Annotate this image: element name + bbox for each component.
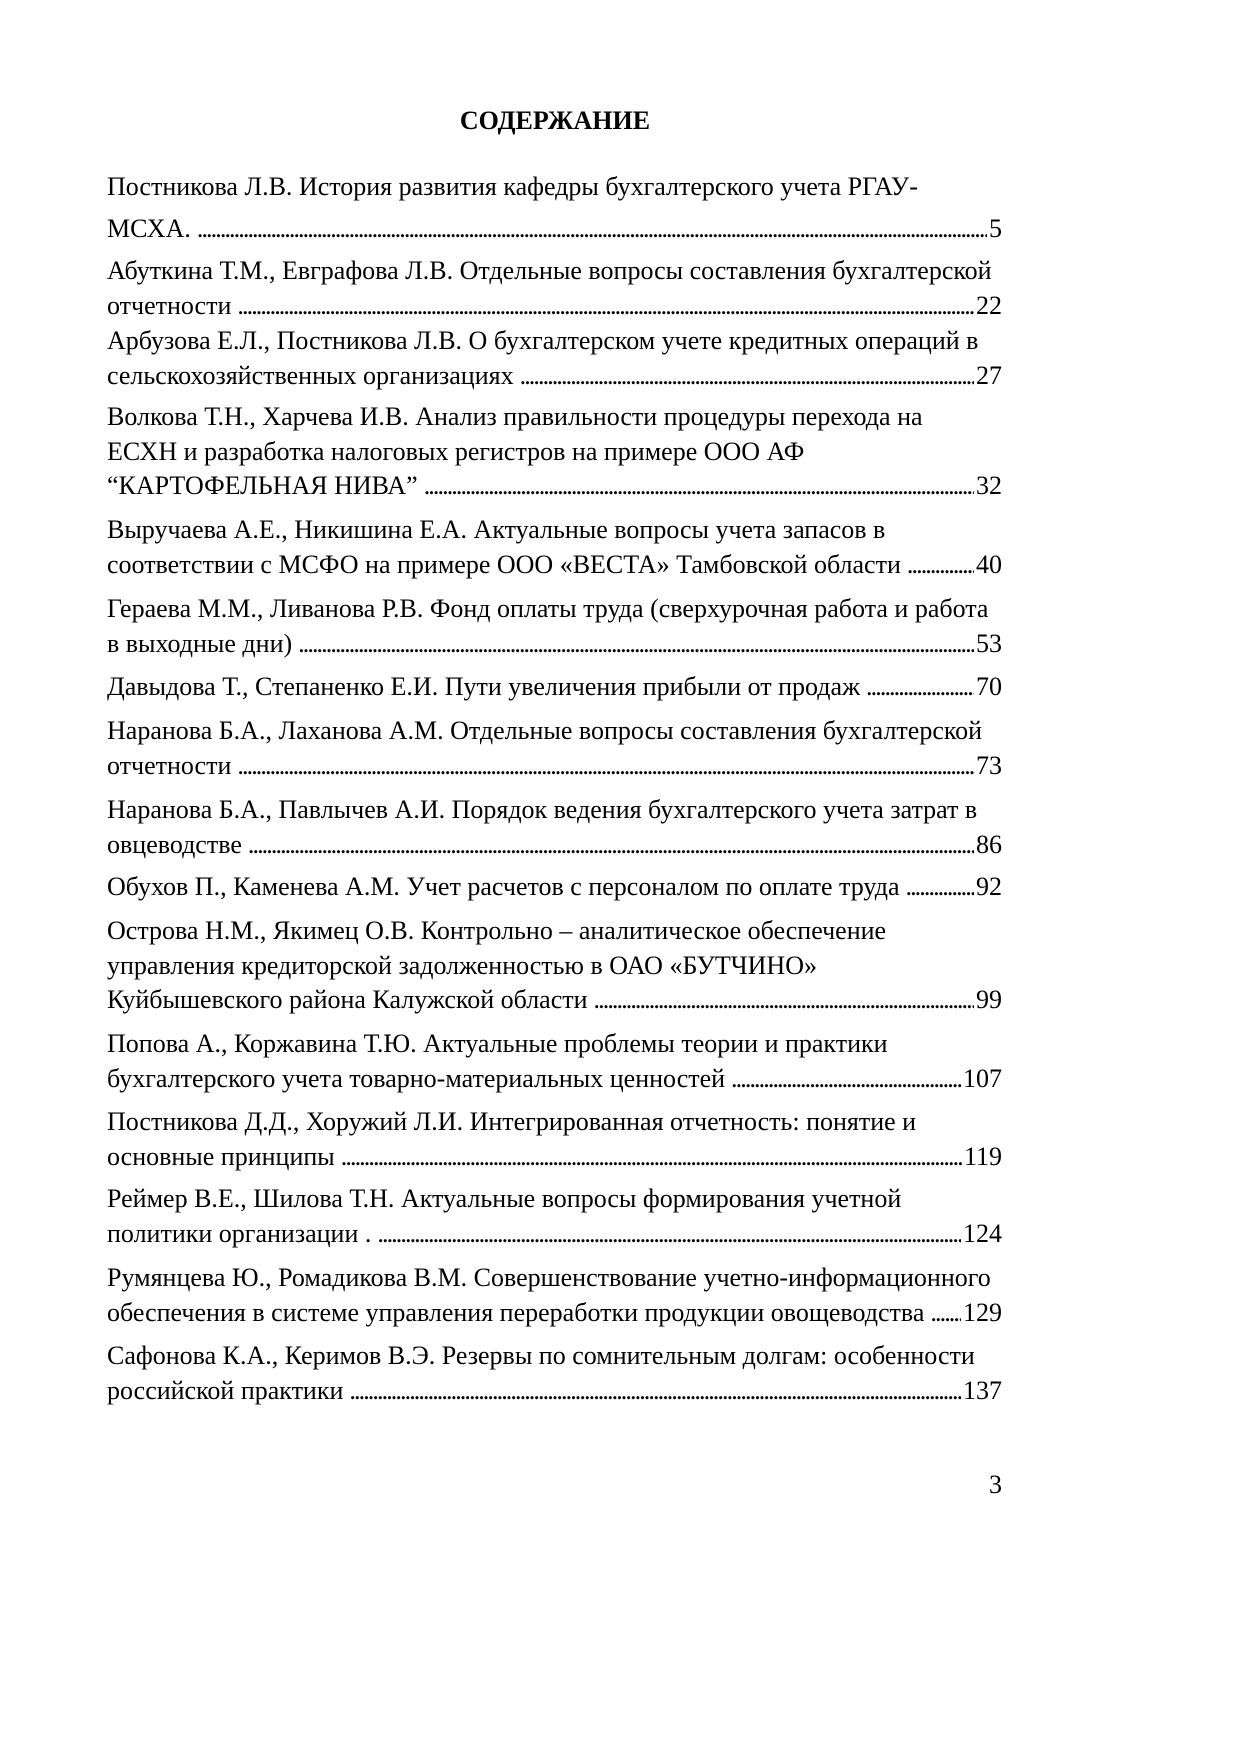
toc-entry[interactable]: Волкова Т.Н., Харчева И.В. Анализ правил… — [107, 400, 1002, 504]
toc-entry-text: сельскохозяйственных организациях — [107, 360, 514, 390]
toc-entry-last-line: Куйбышевского района Калужской области 99 — [107, 983, 1002, 1018]
toc-page-number: 99 — [976, 985, 1002, 1014]
toc-page-number: 92 — [976, 872, 1002, 901]
toc-page-number: 119 — [963, 1141, 1002, 1171]
toc-entry-last-line: российской практики 137 — [107, 1374, 1002, 1409]
toc-page-number: 53 — [976, 628, 1002, 658]
toc-entry-last-line: “КАРТОФЕЛЬНАЯ НИВА” 32 — [107, 469, 1002, 504]
toc-entry-line: Выручаева А.Е., Никишина Е.А. Актуальные… — [107, 515, 886, 544]
toc-page-number: 22 — [976, 290, 1002, 320]
dot-leader — [341, 1140, 962, 1175]
toc-entry-text: овцеводстве — [107, 829, 242, 859]
toc-entry[interactable]: Постникова Д.Д., Хоружий Л.И. Интегриров… — [107, 1105, 1002, 1174]
toc-page-number: 5 — [989, 214, 1002, 243]
dot-leader — [907, 548, 974, 583]
dot-leader — [731, 1062, 961, 1097]
toc-entry[interactable]: Наранова Б.А., Лаханова А.М. Отдельные в… — [107, 714, 1002, 783]
toc-entry-text: основные принципы — [107, 1141, 335, 1171]
dot-leader — [866, 670, 974, 705]
toc-entry[interactable]: Реймер В.Е., Шилова Т.Н. Актуальные вопр… — [107, 1182, 1002, 1251]
toc-entry-line: Постникова Л.В. История развития кафедры… — [107, 172, 918, 201]
toc-entry-last-line: сельскохозяйственных организациях 27 — [107, 359, 1002, 394]
toc-page-number: 73 — [976, 750, 1002, 780]
page-title: СОДЕРЖАНИЕ — [459, 106, 651, 135]
toc-entry-line: управления кредиторской задолженностью в… — [107, 950, 817, 980]
toc-entry-last-line: бухгалтерского учета товарно-материальны… — [107, 1062, 1002, 1097]
toc-entry[interactable]: Гераева М.М., Ливанова Р.В. Фонд оплаты … — [107, 592, 1002, 661]
toc-entry-line: Гераева М.М., Ливанова Р.В. Фонд оплаты … — [107, 594, 989, 623]
dot-leader — [237, 749, 974, 784]
toc-entry[interactable]: Наранова Б.А., Павлычев А.И. Порядок вед… — [107, 793, 1002, 862]
toc-entry-last-line: основные принципы 119 — [107, 1140, 1002, 1175]
dot-leader — [594, 983, 974, 1018]
toc-entry-last-line: отчетности 73 — [107, 749, 1002, 784]
toc-page-number: 70 — [976, 672, 1002, 701]
toc-entry-last-line: в выходные дни) 53 — [107, 627, 1002, 662]
toc-page-number: 40 — [976, 549, 1002, 579]
toc-entry-line: Арбузова Е.Л., Постникова Л.В. О бухгалт… — [107, 326, 979, 355]
toc-entry[interactable]: Давыдова Т., Степаненко Е.И. Пути увелич… — [107, 670, 1002, 705]
toc-entry-text: соответствии с МСФО на примере ООО «ВЕСТ… — [107, 549, 901, 579]
toc-page-number: 129 — [963, 1297, 1002, 1327]
toc-entry-last-line: МСХА. 5 — [107, 208, 1002, 250]
toc-entry[interactable]: Арбузова Е.Л., Постникова Л.В. О бухгалт… — [107, 324, 1002, 393]
toc-entry-last-line: Давыдова Т., Степаненко Е.И. Пути увелич… — [107, 670, 1002, 705]
toc-entry[interactable]: Румянцева Ю., Ромадикова В.М. Совершенст… — [107, 1261, 1002, 1330]
dot-leader — [197, 208, 987, 250]
toc-entry-text: МСХА. — [107, 214, 191, 243]
toc-entry-line: Попова А., Коржавина Т.Ю. Актуальные про… — [107, 1029, 888, 1058]
dot-leader — [905, 870, 974, 905]
toc-entry-last-line: овцеводстве 86 — [107, 828, 1002, 863]
toc-entry-last-line: соответствии с МСФО на примере ООО «ВЕСТ… — [107, 548, 1002, 583]
dot-leader — [349, 1374, 961, 1409]
toc-entry-line: ЕСХН и разработка налоговых регистров на… — [107, 436, 805, 466]
toc-entry-text: политики организации . — [107, 1218, 372, 1248]
toc-entry-line: Острова Н.М., Якимец О.В. Контрольно – а… — [107, 916, 887, 945]
toc-entry[interactable]: Сафонова К.А., Керимов В.Э. Резервы по с… — [107, 1339, 1002, 1408]
toc-entry-line: Наранова Б.А., Павлычев А.И. Порядок вед… — [107, 795, 978, 824]
toc-entry-text: Давыдова Т., Степаненко Е.И. Пути увелич… — [107, 672, 861, 701]
toc-page-number: 32 — [976, 471, 1002, 500]
toc-page-number: 124 — [963, 1218, 1002, 1248]
toc-entry-last-line: Обухов П., Каменева А.М. Учет расчетов с… — [107, 870, 1002, 905]
page-number: 3 — [989, 1470, 1002, 1499]
toc-entry-text: в выходные дни) — [107, 628, 293, 658]
toc-entry-last-line: обеспечения в системе управления перераб… — [107, 1296, 1002, 1331]
toc-entry-text: “КАРТОФЕЛЬНАЯ НИВА” — [107, 471, 418, 500]
toc-entry[interactable]: Постникова Л.В. История развития кафедры… — [107, 166, 1002, 250]
toc-page-number: 86 — [976, 829, 1002, 859]
toc-entry-line: Реймер В.Е., Шилова Т.Н. Актуальные вопр… — [107, 1184, 902, 1213]
dot-leader — [424, 469, 974, 504]
toc-entry-line: Наранова Б.А., Лаханова А.М. Отдельные в… — [107, 716, 983, 745]
toc-entry-text: отчетности — [107, 750, 232, 780]
toc-page-number: 107 — [963, 1063, 1002, 1093]
toc-entry-line: Румянцева Ю., Ромадикова В.М. Совершенст… — [107, 1263, 991, 1292]
toc-entry[interactable]: Выручаева А.Е., Никишина Е.А. Актуальные… — [107, 513, 1002, 582]
toc-entry-text: обеспечения в системе управления перераб… — [107, 1297, 925, 1327]
toc-entry[interactable]: Острова Н.М., Якимец О.В. Контрольно – а… — [107, 914, 1002, 1018]
toc-page-number: 137 — [963, 1375, 1002, 1405]
toc-entry-line: Сафонова К.А., Керимов В.Э. Резервы по с… — [107, 1341, 975, 1370]
toc-entry-text: бухгалтерского учета товарно-материальны… — [107, 1063, 726, 1093]
dot-leader — [298, 627, 974, 662]
toc-entry-text: отчетности — [107, 290, 232, 320]
toc-entry[interactable]: Попова А., Коржавина Т.Ю. Актуальные про… — [107, 1027, 1002, 1096]
dot-leader — [520, 359, 974, 394]
toc-entry[interactable]: Обухов П., Каменева А.М. Учет расчетов с… — [107, 870, 1002, 905]
toc-entry[interactable]: Абуткина Т.М., Евграфова Л.В. Отдельные … — [107, 254, 1002, 323]
toc-entry-text: российской практики — [107, 1375, 344, 1405]
dot-leader — [237, 289, 974, 324]
dot-leader — [930, 1296, 961, 1331]
toc-entry-line: Волкова Т.Н., Харчева И.В. Анализ правил… — [107, 402, 923, 431]
toc-entry-line: Постникова Д.Д., Хоружий Л.И. Интегриров… — [107, 1107, 917, 1136]
toc-entry-last-line: отчетности 22 — [107, 289, 1002, 324]
toc-entry-line: Абуткина Т.М., Евграфова Л.В. Отдельные … — [107, 256, 992, 285]
dot-leader — [248, 828, 974, 863]
toc-entry-last-line: политики организации . 124 — [107, 1217, 1002, 1252]
toc-entry-text: Куйбышевского района Калужской области — [107, 985, 588, 1014]
toc-page-number: 27 — [976, 360, 1002, 390]
dot-leader — [377, 1217, 961, 1252]
toc-entry-text: Обухов П., Каменева А.М. Учет расчетов с… — [107, 872, 900, 901]
